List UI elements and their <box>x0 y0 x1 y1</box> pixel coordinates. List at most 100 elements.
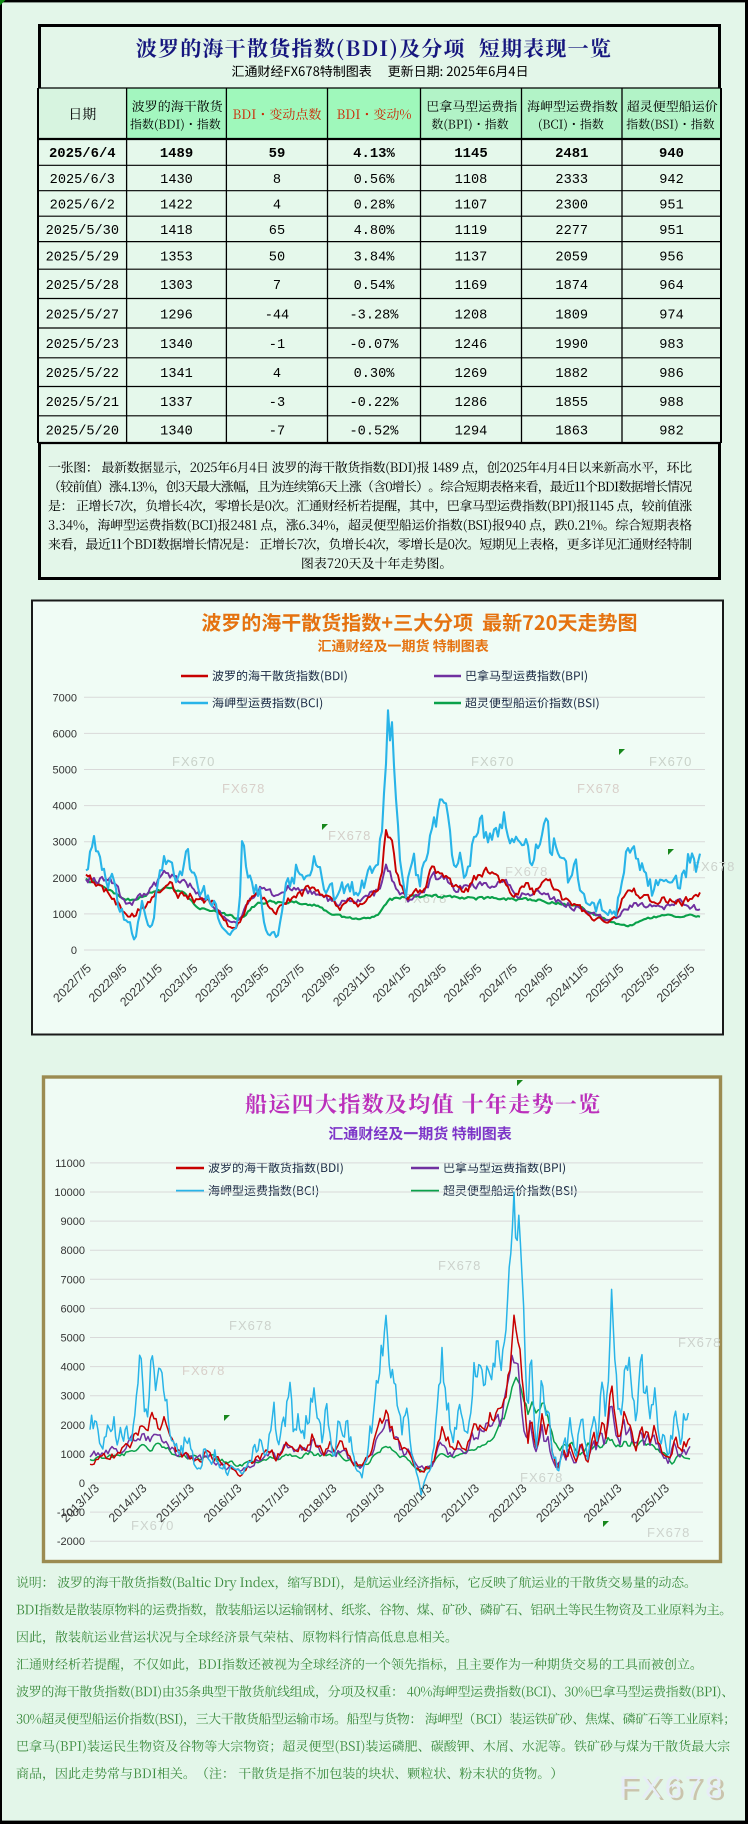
svg-text:1430: 1430 <box>160 173 193 188</box>
svg-text:951: 951 <box>659 224 683 239</box>
svg-text:-2000: -2000 <box>57 1536 85 1548</box>
svg-text:1303: 1303 <box>160 279 193 294</box>
svg-text:2481: 2481 <box>555 146 588 162</box>
svg-text:2277: 2277 <box>555 224 588 239</box>
svg-text:2025/5/27: 2025/5/27 <box>46 308 119 323</box>
svg-text:FX670: FX670 <box>172 754 215 769</box>
svg-text:4: 4 <box>273 367 281 382</box>
svg-text:5000: 5000 <box>53 765 77 777</box>
svg-text:2300: 2300 <box>555 198 588 213</box>
svg-text:1108: 1108 <box>455 173 488 188</box>
svg-text:2025/6/2: 2025/6/2 <box>50 198 115 213</box>
svg-text:1107: 1107 <box>455 198 488 213</box>
svg-text:942: 942 <box>659 173 683 188</box>
svg-text:FX678: FX678 <box>505 864 548 879</box>
svg-text:4.13%: 4.13% <box>353 146 395 162</box>
svg-text:FX678: FX678 <box>222 781 265 796</box>
svg-text:9000: 9000 <box>61 1216 85 1228</box>
svg-text:2333: 2333 <box>555 173 588 188</box>
svg-text:1340: 1340 <box>160 338 193 353</box>
svg-text:1337: 1337 <box>160 396 193 411</box>
svg-text:1246: 1246 <box>455 338 488 353</box>
svg-text:1855: 1855 <box>555 396 588 411</box>
svg-text:-44: -44 <box>265 308 289 323</box>
svg-text:6000: 6000 <box>61 1303 85 1315</box>
svg-text:2025/6/3: 2025/6/3 <box>50 173 115 188</box>
svg-text:11000: 11000 <box>55 1158 85 1170</box>
svg-text:FX678: FX678 <box>404 891 447 906</box>
svg-text:1422: 1422 <box>160 198 193 213</box>
svg-text:0.30%: 0.30% <box>354 367 396 382</box>
svg-text:FX678: FX678 <box>619 1770 725 1805</box>
svg-text:FX678: FX678 <box>182 1363 225 1378</box>
svg-text:1294: 1294 <box>455 424 488 439</box>
svg-text:1119: 1119 <box>455 224 488 239</box>
svg-text:0.28%: 0.28% <box>354 198 396 213</box>
svg-text:2000: 2000 <box>61 1420 85 1432</box>
svg-text:1000: 1000 <box>61 1449 85 1461</box>
svg-text:FX670: FX670 <box>649 754 692 769</box>
svg-text:FX678: FX678 <box>577 781 620 796</box>
svg-text:FX670: FX670 <box>471 754 514 769</box>
svg-text:982: 982 <box>659 424 683 439</box>
svg-text:FX678: FX678 <box>622 1772 728 1807</box>
svg-text:7000: 7000 <box>61 1274 85 1286</box>
svg-text:FX678: FX678 <box>328 828 371 843</box>
svg-text:964: 964 <box>659 279 683 294</box>
svg-text:1882: 1882 <box>555 367 588 382</box>
svg-text:2000: 2000 <box>53 873 77 885</box>
svg-text:951: 951 <box>659 198 683 213</box>
svg-text:974: 974 <box>659 308 683 323</box>
svg-text:FX678: FX678 <box>678 1335 721 1350</box>
svg-text:1353: 1353 <box>160 250 193 265</box>
svg-text:-7: -7 <box>269 424 285 439</box>
svg-text:1000: 1000 <box>53 909 77 921</box>
svg-text:FX678: FX678 <box>692 859 735 874</box>
svg-text:1990: 1990 <box>555 338 588 353</box>
svg-text:-0.22%: -0.22% <box>350 396 400 411</box>
svg-text:3000: 3000 <box>53 837 77 849</box>
svg-text:986: 986 <box>659 367 683 382</box>
svg-text:FX678: FX678 <box>520 1470 563 1485</box>
svg-text:FX678: FX678 <box>438 1258 481 1273</box>
svg-text:1874: 1874 <box>555 279 588 294</box>
svg-text:0: 0 <box>71 945 77 957</box>
svg-text:940: 940 <box>659 146 684 162</box>
svg-text:1269: 1269 <box>455 367 488 382</box>
svg-text:8000: 8000 <box>61 1245 85 1257</box>
svg-text:2025/5/29: 2025/5/29 <box>46 250 119 265</box>
svg-text:1489: 1489 <box>160 146 193 162</box>
svg-text:3.84%: 3.84% <box>354 250 396 265</box>
svg-text:FX678: FX678 <box>647 1525 690 1540</box>
svg-text:5000: 5000 <box>61 1333 85 1345</box>
svg-text:59: 59 <box>269 146 286 162</box>
svg-text:1809: 1809 <box>555 308 588 323</box>
svg-text:-0.07%: -0.07% <box>350 338 400 353</box>
svg-text:-1: -1 <box>269 338 285 353</box>
svg-text:-0.52%: -0.52% <box>350 424 400 439</box>
svg-text:8: 8 <box>273 173 281 188</box>
svg-text:1137: 1137 <box>455 250 488 265</box>
svg-text:4000: 4000 <box>53 801 77 813</box>
svg-text:2059: 2059 <box>555 250 588 265</box>
svg-text:FX670: FX670 <box>131 1518 174 1533</box>
svg-text:4000: 4000 <box>61 1362 85 1374</box>
svg-text:4: 4 <box>273 198 281 213</box>
svg-text:1145: 1145 <box>454 146 487 162</box>
svg-text:1169: 1169 <box>455 279 488 294</box>
svg-text:2025/5/22: 2025/5/22 <box>46 367 119 382</box>
svg-text:2025/5/21: 2025/5/21 <box>46 396 119 411</box>
svg-text:2025/5/30: 2025/5/30 <box>46 224 119 239</box>
svg-text:0: 0 <box>79 1478 85 1490</box>
svg-text:1863: 1863 <box>555 424 588 439</box>
svg-text:2025/5/28: 2025/5/28 <box>46 279 119 294</box>
svg-text:1286: 1286 <box>455 396 488 411</box>
svg-text:7: 7 <box>273 279 281 294</box>
svg-text:1418: 1418 <box>160 224 193 239</box>
svg-text:1341: 1341 <box>160 367 193 382</box>
svg-text:1296: 1296 <box>160 308 193 323</box>
svg-text:3000: 3000 <box>61 1391 85 1403</box>
svg-text:0.56%: 0.56% <box>354 173 396 188</box>
svg-text:983: 983 <box>659 338 683 353</box>
svg-text:2025/5/20: 2025/5/20 <box>46 424 119 439</box>
